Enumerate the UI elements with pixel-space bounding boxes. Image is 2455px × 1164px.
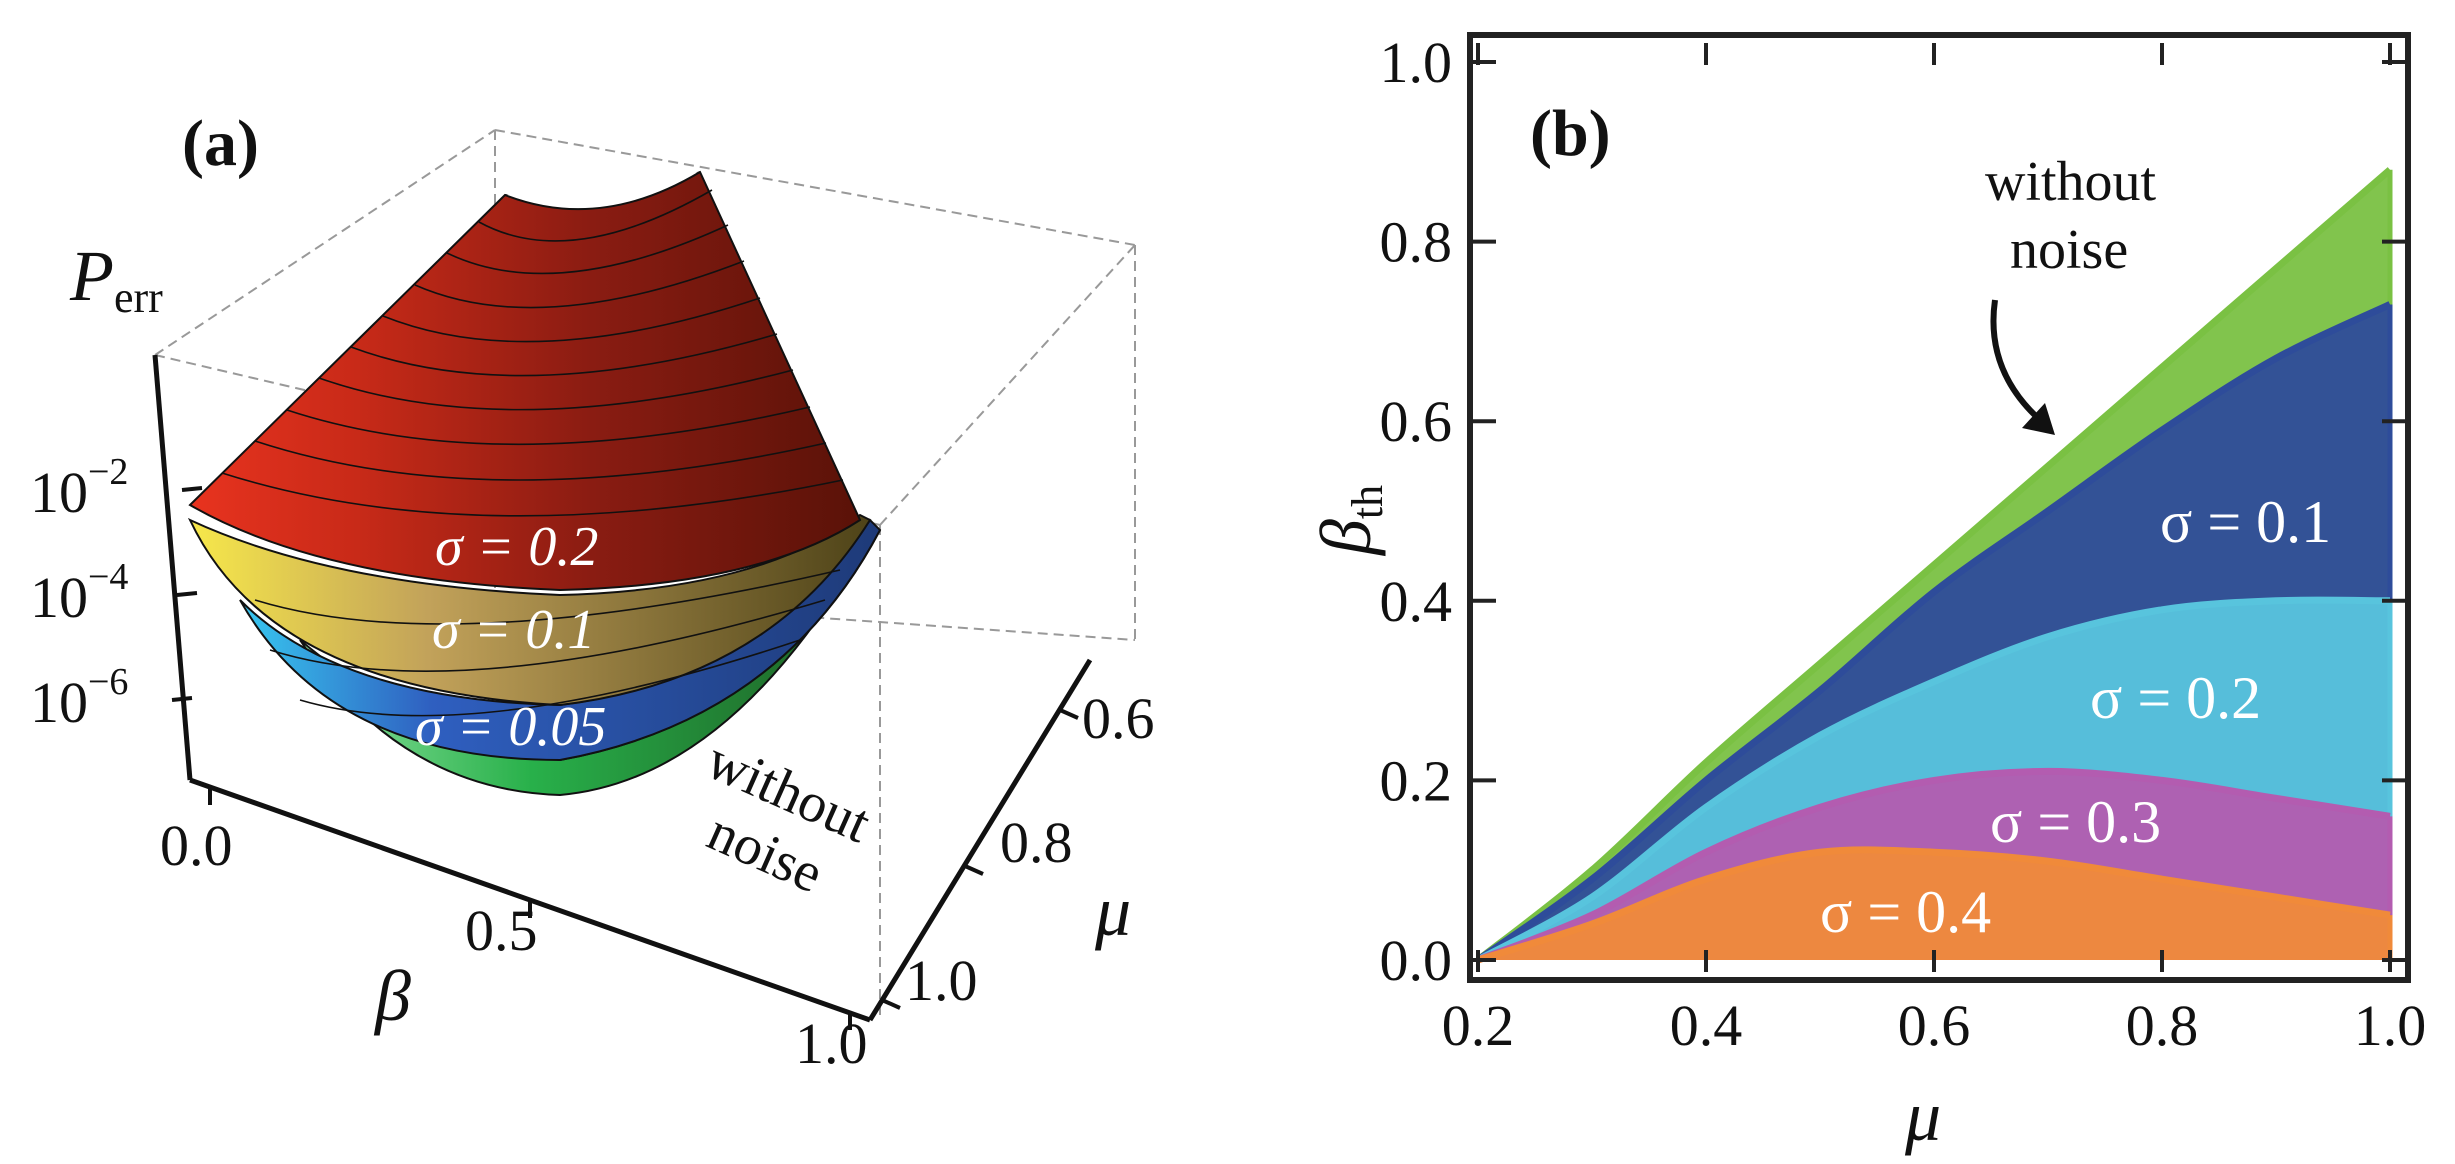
surface-label-sigma-005: σ = 0.05 [415, 696, 606, 758]
ticks-layer: 0.2 0.4 0.6 0.8 1.00.00.20.40.60.81.0 [1380, 30, 2427, 1058]
area-fill-series-4 [1478, 849, 2390, 960]
series-line-2 [1476, 596, 2391, 964]
svg-text:βth: βth [1306, 485, 1392, 557]
panel-a: 10−2 10−4 10−6 0.0 0.5 1.0 0.6 0.8 1.0 P… [30, 107, 1155, 1076]
annotation-arrow [1990, 299, 2043, 423]
z-tick-label-3: 10−6 [30, 661, 128, 735]
y-tick-label-b-5: 1.0 [1380, 30, 1453, 95]
annotation-arrow-head [2022, 403, 2055, 435]
region-label-sigma-03: σ = 0.3 [1990, 789, 2161, 855]
y-tick-label-b-1: 0.2 [1380, 748, 1453, 813]
series-line-0 [1475, 167, 2393, 963]
region-label-sigma-04: σ = 0.4 [1820, 879, 1991, 945]
surface-top-rim [504, 171, 701, 211]
y-tick-label-2: 0.8 [1000, 810, 1073, 875]
y-tick-label-b-3: 0.6 [1380, 389, 1453, 454]
area-layer [1475, 167, 2393, 964]
y-axis-title: μ [1094, 871, 1131, 951]
panel-label-b: (b) [1530, 97, 1611, 170]
panel-b: 0.2 0.4 0.6 0.8 1.00.00.20.40.60.81.0 σ = 0.… [1306, 30, 2426, 1156]
z-axis-title: Perr [69, 236, 163, 322]
surface-sigma-005 [239, 518, 882, 762]
y-axis-title-b: βth [1306, 485, 1392, 557]
x-tick-label-2: 0.5 [465, 898, 538, 963]
x-tick-label-b-0: 0.2 [1442, 993, 1515, 1058]
surface-label-sigma-02: σ = 0.2 [435, 516, 598, 578]
x-tick-label-b-3: 0.8 [2126, 993, 2199, 1058]
z-tick-label-1: 10−2 [30, 451, 128, 525]
annotation-noise-label: noise [2010, 219, 2128, 281]
annotation-without-label: without [1985, 151, 2157, 213]
x-tick-label-b-4: 1.0 [2354, 993, 2427, 1058]
series-line-4 [1476, 846, 2391, 964]
x-tick-label-3: 1.0 [795, 1011, 868, 1076]
axis-ticks-a [171, 486, 1079, 1030]
region-label-sigma-02: σ = 0.2 [2090, 665, 2261, 731]
x-axis-title: β [373, 956, 411, 1036]
y-tick-label-b-0: 0.0 [1380, 928, 1453, 993]
z-tick-label-2: 10−4 [30, 556, 128, 630]
surface-label-sigma-01: σ = 0.1 [432, 599, 595, 661]
y-tick-label-3: 1.0 [905, 948, 978, 1013]
x-tick-label-1: 0.0 [160, 813, 233, 878]
annotation-without-noise-a: without noise [698, 729, 880, 905]
surface-sigma-01 [187, 513, 872, 707]
series-line-3 [1476, 767, 2391, 964]
y-tick-label-b-4: 0.8 [1380, 210, 1453, 275]
contour-lines [221, 189, 844, 717]
y-tick-label-b-2: 0.4 [1380, 569, 1453, 634]
x-tick-label-b-1: 0.4 [1670, 993, 1743, 1058]
panel-label-a: (a) [182, 107, 259, 180]
series-line-1 [1475, 301, 2392, 963]
y-tick-label-1: 0.6 [1082, 686, 1155, 751]
x-tick-label-b-2: 0.6 [1898, 993, 1971, 1058]
x-axis-title-b: μ [1904, 1076, 1941, 1156]
region-label-sigma-01: σ = 0.1 [2160, 489, 2331, 555]
